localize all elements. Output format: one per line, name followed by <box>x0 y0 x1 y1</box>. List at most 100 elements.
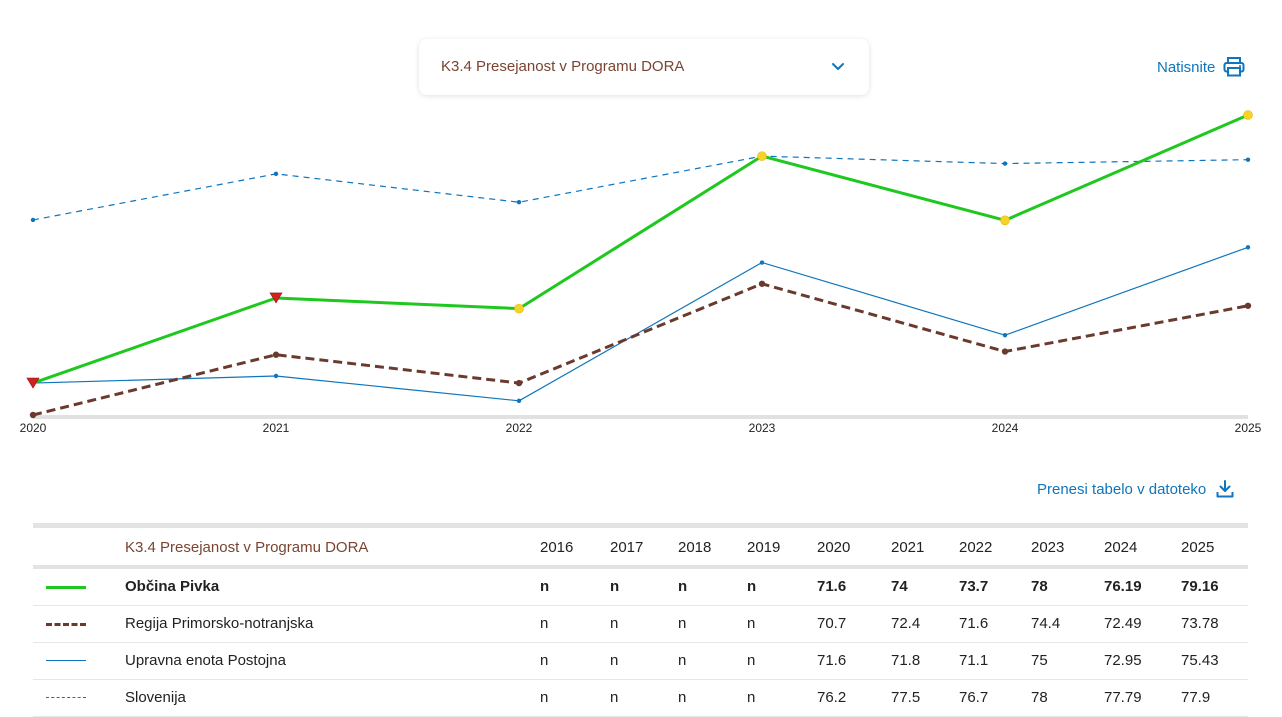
data-point-slovenija <box>30 217 36 223</box>
column-header-year: 2022 <box>959 539 993 556</box>
table-cell: 70.7 <box>817 615 847 632</box>
data-point-regija-primorsko-notranjska <box>1001 348 1009 355</box>
table-cell: n <box>540 689 549 706</box>
data-point-regija-primorsko-notranjska <box>515 379 523 387</box>
table-cell: 75.43 <box>1181 652 1219 669</box>
series-line-regija-primorsko-notranjska <box>32 282 1249 417</box>
indicator-dropdown[interactable]: K3.4 Presejanost v Programu DORA <box>419 39 869 95</box>
table-cell: n <box>747 689 756 706</box>
table-cell: n <box>678 578 688 595</box>
column-header-year: 2016 <box>540 539 574 556</box>
data-point-ob-ina-pivka <box>757 151 767 161</box>
data-point-slovenija <box>1002 161 1008 166</box>
table-cell: 72.95 <box>1104 652 1142 669</box>
row-name: Občina Pivka <box>125 578 220 595</box>
column-header-year: 2019 <box>747 539 781 556</box>
data-point-upravna-enota-postojna <box>516 398 522 404</box>
data-point-upravna-enota-postojna <box>1245 245 1251 250</box>
table-cell: 76.19 <box>1104 578 1142 595</box>
table-cell: 73.7 <box>959 578 989 595</box>
legend-swatch <box>46 586 86 589</box>
table-cell: n <box>678 652 687 669</box>
table-cell: 71.8 <box>891 652 921 669</box>
x-tick-label: 2024 <box>992 421 1019 435</box>
table-cell: 77.79 <box>1104 689 1142 706</box>
line-chart: 2020 2021 2022 2023 2024 2025 <box>20 110 1262 435</box>
data-point-regija-primorsko-notranjska <box>1244 302 1252 309</box>
table-cell: 76.2 <box>817 689 847 706</box>
x-tick-label: 2021 <box>263 421 290 435</box>
data-point-ob-ina-pivka <box>1000 215 1010 226</box>
table-cell: n <box>747 578 757 595</box>
table-cell: 71.6 <box>817 652 847 669</box>
table-cell: 71.6 <box>817 578 847 595</box>
x-tick-label: 2020 <box>20 421 47 435</box>
table-cell: 76.7 <box>959 689 989 706</box>
data-point-ob-ina-pivka <box>269 292 283 304</box>
data-point-upravna-enota-postojna <box>1002 333 1008 338</box>
table-cell: 73.78 <box>1181 615 1219 632</box>
data-point-ob-ina-pivka <box>1243 110 1253 120</box>
data-point-ob-ina-pivka <box>514 303 524 314</box>
row-name: Slovenija <box>125 689 186 706</box>
table-cell: 79.16 <box>1181 578 1219 595</box>
table-cell: 74 <box>891 578 908 595</box>
table-cell: 72.49 <box>1104 615 1142 632</box>
table-title: K3.4 Presejanost v Programu DORA <box>125 539 369 556</box>
table-cell: n <box>610 652 619 669</box>
table-cell: n <box>747 652 756 669</box>
row-name: Upravna enota Postojna <box>125 652 286 669</box>
data-point-slovenija <box>516 200 522 205</box>
chevron-down-icon <box>832 63 844 70</box>
table-cell: 71.1 <box>959 652 989 669</box>
table-cell: n <box>747 615 756 632</box>
table-header-row: K3.4 Presejanost v Programu DORA 2016 201… <box>33 528 1248 569</box>
table-cell: n <box>540 615 549 632</box>
data-point-slovenija <box>1245 157 1251 162</box>
legend-swatch <box>46 660 86 661</box>
table-cell: 75 <box>1031 652 1048 669</box>
row-name: Regija Primorsko-notranjska <box>125 615 314 632</box>
table-cell: n <box>610 578 620 595</box>
table-cell: n <box>678 689 687 706</box>
download-table-button[interactable]: Prenesi tabelo v datoteko <box>1037 478 1234 500</box>
table-cell: n <box>610 615 619 632</box>
print-button[interactable]: Natisnite <box>1157 56 1245 78</box>
download-label: Prenesi tabelo v datoteko <box>1037 480 1207 498</box>
x-tick-label: 2023 <box>749 421 776 435</box>
column-header-year: 2018 <box>678 539 712 556</box>
legend-swatch <box>46 623 86 626</box>
table-cell: 74.4 <box>1031 615 1061 632</box>
table-cell: n <box>540 652 549 669</box>
table-row: Slovenija n n n n 76.2 77.5 76.7 78 77.79 77.9 <box>33 680 1248 717</box>
download-icon <box>1216 480 1234 498</box>
table-cell: n <box>540 578 550 595</box>
print-label: Natisnite <box>1157 58 1216 76</box>
legend-swatch <box>46 697 86 698</box>
x-tick-label: 2025 <box>1235 421 1262 435</box>
column-header-year: 2021 <box>891 539 925 556</box>
data-table: K3.4 Presejanost v Programu DORA 2016 201… <box>33 523 1248 717</box>
table-row: Občina Pivka n n n n 71.6 74 73.7 78 76.19 79.16 <box>33 569 1248 606</box>
dropdown-label: K3.4 Presejanost v Programu DORA <box>441 58 685 75</box>
data-point-ob-ina-pivka <box>26 377 40 389</box>
data-point-regija-primorsko-notranjska <box>29 411 37 419</box>
table-cell: 71.6 <box>959 615 989 632</box>
column-header-year: 2017 <box>610 539 644 556</box>
table-cell: n <box>678 615 687 632</box>
series-line-ob-ina-pivka <box>32 113 1249 385</box>
table-row: Upravna enota Postojna n n n n 71.6 71.8 71.1 75… <box>33 643 1248 680</box>
series-line-slovenija <box>32 155 1249 221</box>
table-row: Regija Primorsko-notranjska n n n n 70.7 72.4 7… <box>33 606 1248 643</box>
table-cell: 72.4 <box>891 615 921 632</box>
column-header-year: 2025 <box>1181 539 1215 556</box>
data-point-upravna-enota-postojna <box>273 373 279 379</box>
x-tick-label: 2022 <box>506 421 533 435</box>
printer-icon <box>1223 57 1245 77</box>
data-point-slovenija <box>273 171 279 177</box>
column-header-year: 2020 <box>817 539 851 556</box>
column-header-year: 2023 <box>1031 539 1065 556</box>
table-cell: 78 <box>1031 689 1048 706</box>
series-line-upravna-enota-postojna <box>32 246 1249 402</box>
data-point-regija-primorsko-notranjska <box>758 280 766 287</box>
